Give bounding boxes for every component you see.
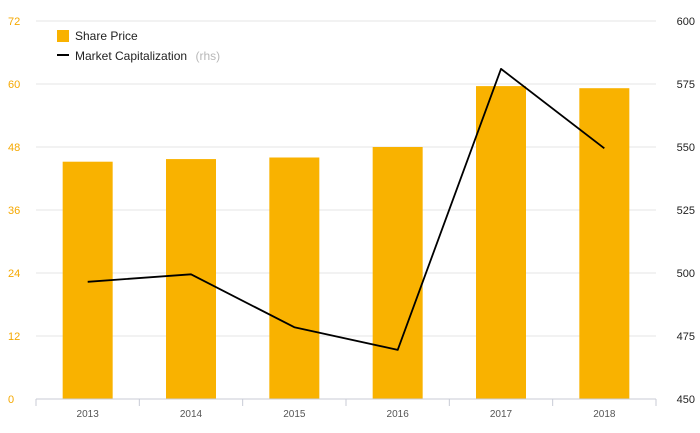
y-right-tick-label: 525 bbox=[677, 205, 695, 217]
x-tick-label: 2017 bbox=[490, 409, 513, 420]
y-left-tick-label: 36 bbox=[8, 205, 20, 217]
y-right-tick-label: 550 bbox=[677, 142, 695, 154]
y-left-tick-label: 0 bbox=[8, 394, 14, 406]
y-left-tick-label: 48 bbox=[8, 142, 20, 154]
y-right-tick-label: 600 bbox=[677, 16, 695, 28]
y-right-tick-label: 475 bbox=[677, 331, 695, 343]
y-axis-left: 0 12 24 36 48 60 72 bbox=[8, 16, 20, 406]
y-axis-right: 450 475 500 525 550 575 600 bbox=[677, 16, 695, 406]
share-price-bars bbox=[62, 86, 630, 399]
x-axis: 2013 2014 2015 2016 2017 2018 bbox=[35, 398, 657, 420]
x-tick-label: 2015 bbox=[283, 409, 306, 420]
market-cap-line bbox=[87, 68, 605, 351]
share-price-bar bbox=[476, 86, 526, 399]
y-left-tick-label: 60 bbox=[8, 79, 20, 91]
legend-label-share-price: Share Price bbox=[75, 29, 138, 43]
y-left-tick-label: 24 bbox=[8, 268, 20, 280]
legend-rhs-note: (rhs) bbox=[196, 49, 221, 63]
legend-label-market-cap: Market Capitalization bbox=[75, 49, 187, 63]
x-tick-label: 2016 bbox=[387, 409, 410, 420]
y-left-tick-label: 12 bbox=[8, 331, 20, 343]
y-right-tick-label: 500 bbox=[677, 268, 695, 280]
share-price-bar bbox=[372, 147, 423, 399]
share-price-bar bbox=[579, 88, 630, 399]
y-left-tick-label: 72 bbox=[8, 16, 20, 28]
x-tick-label: 2013 bbox=[77, 409, 100, 420]
y-right-tick-label: 450 bbox=[677, 394, 695, 406]
share-price-bar bbox=[269, 157, 320, 399]
legend-label-market-cap-row: Market Capitalization (rhs) bbox=[75, 47, 220, 64]
x-tick-label: 2014 bbox=[180, 409, 203, 420]
legend: Share Price Market Capitalization (rhs) bbox=[57, 29, 220, 64]
y-right-tick-label: 575 bbox=[677, 79, 695, 91]
share-price-bar bbox=[166, 159, 216, 399]
legend-swatch-share-price bbox=[57, 30, 69, 42]
x-tick-label: 2018 bbox=[593, 409, 616, 420]
grid-lines bbox=[36, 20, 656, 337]
